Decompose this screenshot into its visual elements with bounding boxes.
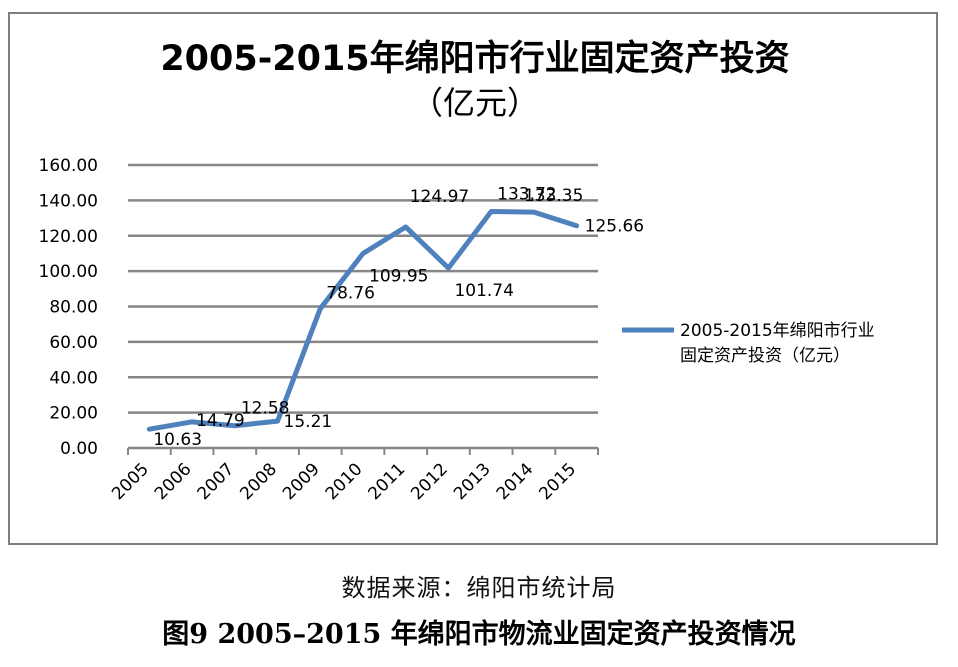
data-label: 10.63	[153, 430, 202, 450]
y-axis-tick-labels: 0.00 20.00 40.00 60.00 80.00 100.00 120.00 140.…	[39, 156, 98, 459]
y-tick-label: 120.00	[39, 227, 98, 247]
series-line	[146, 208, 580, 432]
data-label: 12.58	[241, 399, 290, 419]
x-tick-label: 2011	[365, 459, 410, 504]
grid-lines	[128, 163, 598, 450]
x-tick-label: 2006	[151, 459, 196, 504]
x-tick-label: 2008	[236, 459, 281, 504]
y-tick-label: 100.00	[39, 262, 98, 282]
x-tick-label: 2012	[407, 459, 452, 504]
data-label: 14.79	[196, 411, 245, 431]
data-label: 101.74	[454, 281, 513, 301]
y-tick-label: 40.00	[49, 368, 98, 388]
y-tick-label: 20.00	[49, 404, 98, 424]
data-label: 124.97	[410, 187, 469, 207]
chart-frame: 2005-2015年绵阳市行业固定资产投资 （亿元） 0.00 20.00 40.0…	[8, 12, 938, 545]
x-axis	[127, 448, 599, 455]
figure-caption: 图9 2005–2015 年绵阳市物流业固定资产投资情况	[162, 619, 796, 650]
y-tick-label: 140.00	[39, 191, 98, 211]
chart-title: 2005-2015年绵阳市行业固定资产投资	[160, 39, 789, 79]
chart-subtitle: （亿元）	[411, 84, 539, 122]
x-tick-label: 2015	[535, 459, 580, 504]
line-chart: 2005-2015年绵阳市行业固定资产投资 （亿元） 0.00 20.00 40.0…	[39, 39, 875, 504]
source-note: 数据来源：绵阳市统计局	[341, 574, 617, 602]
y-tick-label: 160.00	[39, 156, 98, 176]
data-label: 133.35	[524, 186, 583, 206]
x-tick-label: 2007	[194, 459, 239, 504]
data-label: 109.95	[369, 267, 428, 287]
legend: 2005-2015年绵阳市行业 固定资产投资（亿元）	[622, 321, 875, 366]
legend-label-line-1: 2005-2015年绵阳市行业	[680, 321, 875, 341]
x-axis-tick-labels: 2005200620072008200920102011201220132014…	[108, 459, 580, 504]
x-tick-label: 2014	[493, 459, 538, 504]
x-tick-label: 2010	[322, 459, 367, 504]
y-tick-label: 60.00	[49, 333, 98, 353]
y-tick-label: 80.00	[49, 298, 98, 318]
legend-label-line-2: 固定资产投资（亿元）	[680, 346, 850, 366]
y-tick-label: 0.00	[60, 439, 98, 459]
data-label: 125.66	[585, 217, 644, 237]
x-tick-label: 2009	[279, 459, 324, 504]
data-label: 133.72	[497, 184, 556, 204]
series-line-layer	[146, 208, 580, 432]
data-label: 78.76	[326, 284, 375, 304]
x-tick-label: 2005	[108, 459, 153, 504]
data-label: 15.21	[284, 412, 333, 432]
x-tick-label: 2013	[450, 459, 495, 504]
